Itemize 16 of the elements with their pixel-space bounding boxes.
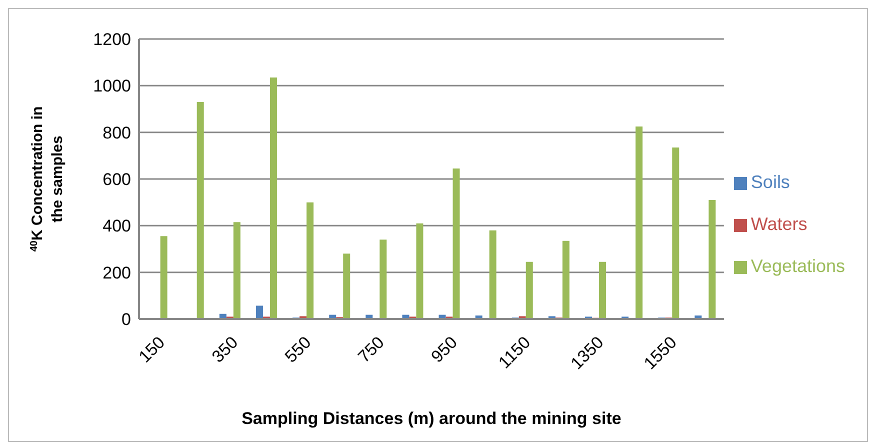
legend-label: Waters xyxy=(750,214,808,234)
x-axis-title: Sampling Distances (m) around the mining site xyxy=(242,409,622,428)
x-tick-label: 550 xyxy=(281,332,315,366)
legend-label: Soils xyxy=(750,172,790,192)
y-tick-label: 800 xyxy=(102,123,131,142)
y-tick-label: 200 xyxy=(102,263,131,282)
x-tick-label: 350 xyxy=(208,332,242,366)
y-tick-label: 0 xyxy=(122,310,131,330)
y-tick-label: 600 xyxy=(102,170,131,190)
y-tick-label: 1000 xyxy=(93,76,131,96)
x-tick-label: 750 xyxy=(354,332,388,366)
x-tick-label: 950 xyxy=(428,332,462,366)
x-tick-label: 150 xyxy=(135,332,169,366)
legend-label: Vegetations xyxy=(750,256,845,276)
y-tick-label: 1200 xyxy=(93,30,131,50)
y-tick-label: 400 xyxy=(102,216,131,236)
